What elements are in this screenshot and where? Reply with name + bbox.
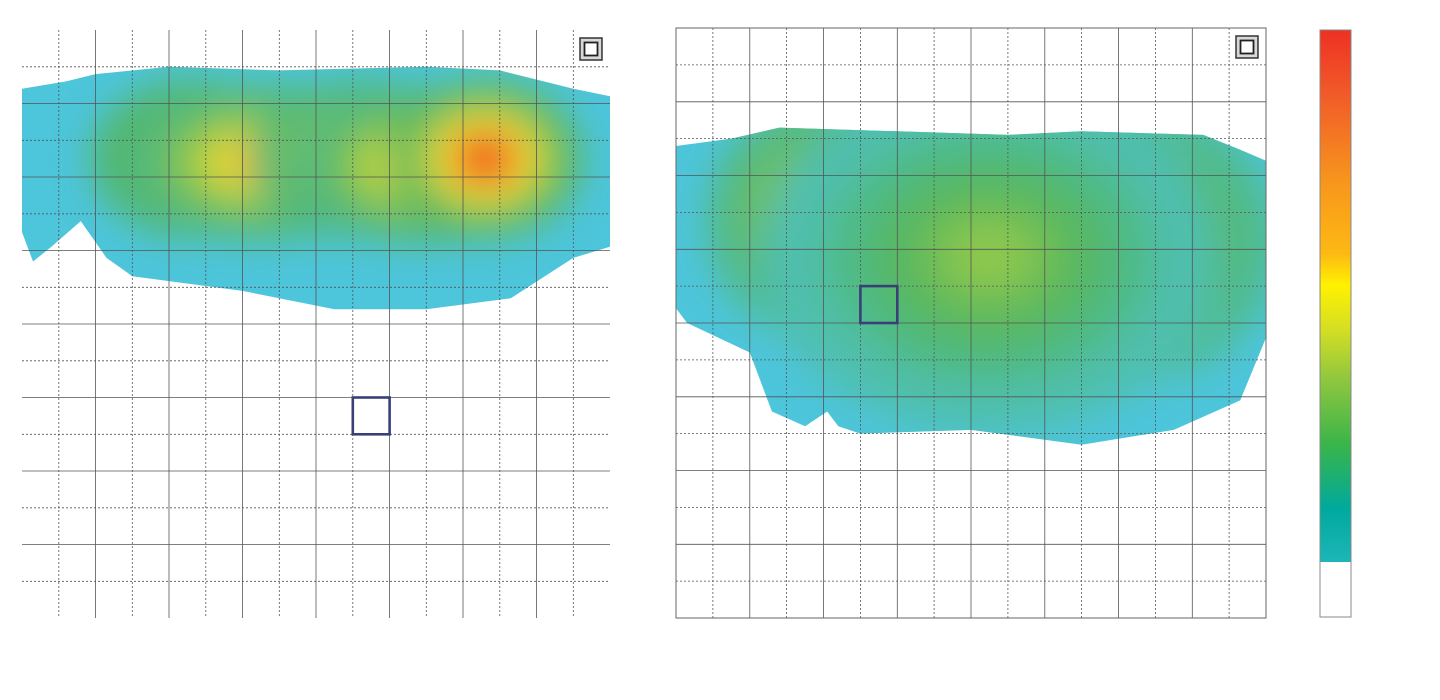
colorbar-frame	[1319, 29, 1352, 618]
right-heatmap-panel	[675, 27, 1267, 619]
selected-cell-marker[interactable]	[351, 396, 391, 436]
heat-layer	[707, 127, 1266, 434]
heat-layer	[92, 79, 583, 246]
colorbar-empty-segment	[1320, 562, 1351, 617]
colorbar	[1319, 29, 1352, 618]
panel-border	[675, 27, 1267, 619]
colorbar-gradient	[1320, 30, 1351, 562]
selected-cell-marker[interactable]	[859, 284, 899, 325]
square-frame-icon[interactable]	[579, 37, 603, 61]
hotspot-3	[951, 227, 1028, 287]
hotspot-5	[468, 145, 502, 172]
left-heatmap-panel	[22, 30, 610, 618]
square-frame-icon[interactable]	[1235, 35, 1259, 59]
grid-lines	[22, 30, 610, 618]
grid-lines	[676, 28, 1266, 618]
